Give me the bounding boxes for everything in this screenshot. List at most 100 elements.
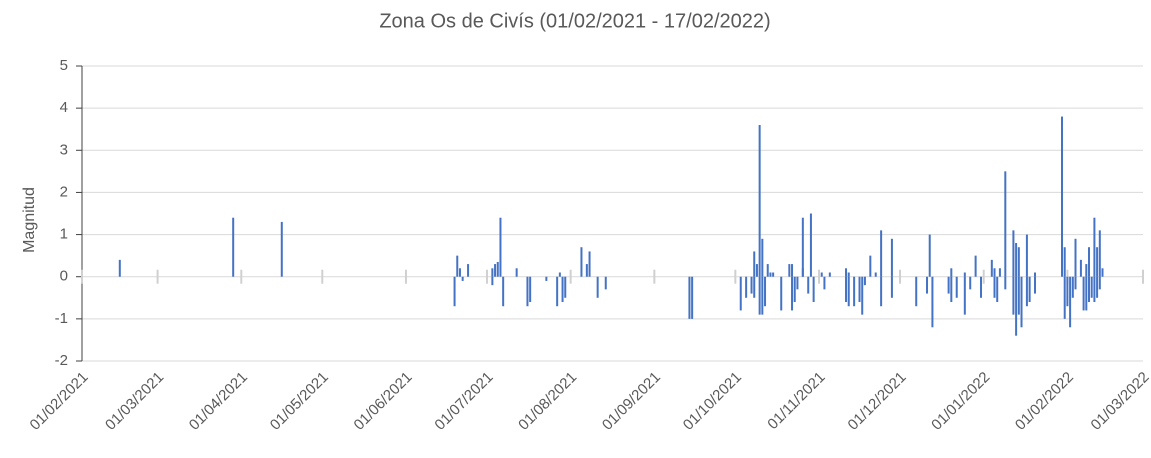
y-axis-label: Magnitud: [21, 187, 38, 253]
bar: [823, 276, 826, 290]
bar: [869, 255, 872, 277]
y-tick-label: 2: [60, 183, 68, 200]
bar: [769, 272, 772, 277]
x-tick-label: 01/02/2021: [27, 369, 92, 434]
x-tick-label: 01/06/2021: [350, 369, 415, 434]
y-tick-label: -1: [55, 310, 68, 327]
bar: [580, 247, 583, 277]
bar: [502, 276, 505, 307]
bar: [496, 261, 499, 277]
bar: [1034, 276, 1037, 294]
bar: [280, 221, 283, 277]
bar: [801, 268, 804, 277]
bar: [761, 238, 764, 277]
bar: [847, 272, 850, 277]
bar: [529, 276, 532, 302]
bar: [1012, 230, 1015, 277]
bar: [828, 272, 831, 277]
bar: [118, 259, 121, 277]
bar: [456, 255, 459, 277]
bar: [558, 272, 561, 277]
x-tick-label: 01/10/2021: [680, 369, 745, 434]
bar: [993, 268, 996, 277]
bar: [745, 276, 748, 298]
bar: [853, 276, 856, 307]
bar: [491, 268, 494, 277]
bar: [820, 272, 823, 277]
bar: [996, 276, 999, 302]
bar: [491, 276, 494, 286]
bar: [494, 264, 497, 277]
bar: [1004, 171, 1007, 277]
bar: [750, 276, 753, 294]
bar: [596, 276, 599, 298]
bar: [1063, 247, 1066, 277]
bar: [755, 264, 758, 277]
bar: [791, 264, 794, 277]
bar: [950, 276, 953, 302]
bar: [807, 276, 810, 294]
bar: [990, 259, 993, 277]
bar: [467, 264, 470, 277]
bar: [758, 276, 761, 315]
bar: [801, 217, 804, 277]
bar: [1098, 276, 1101, 290]
x-tick-label: 01/07/2021: [431, 369, 496, 434]
bar: [545, 276, 548, 281]
bar: [980, 276, 983, 298]
bar: [880, 230, 883, 277]
bar: [809, 213, 812, 277]
bar: [1096, 247, 1099, 277]
x-tick-label: 01/02/2022: [1012, 369, 1077, 434]
x-tick-label: 01/05/2021: [267, 369, 332, 434]
x-tick-label: 01/04/2021: [186, 369, 251, 434]
bar: [1085, 264, 1088, 277]
bar: [688, 276, 691, 319]
bar: [858, 276, 861, 302]
bar: [993, 276, 996, 298]
bar: [845, 268, 848, 277]
bar: [1025, 234, 1028, 277]
bar: [499, 217, 502, 277]
bar: [788, 264, 791, 277]
bar: [1074, 276, 1077, 290]
x-tick-label: 01/11/2021: [764, 369, 828, 433]
bar: [1004, 276, 1007, 290]
y-tick-label: -2: [55, 352, 68, 369]
bar: [1082, 276, 1085, 311]
y-tick-label: 4: [60, 99, 68, 116]
bar: [880, 276, 883, 307]
bar: [998, 268, 1001, 277]
bar: [796, 276, 799, 290]
bar: [861, 276, 864, 315]
bar: [1093, 276, 1096, 302]
bar: [1069, 276, 1072, 328]
x-tick-label: 01/03/2021: [102, 369, 167, 434]
bar: [812, 276, 815, 302]
bar: [1017, 247, 1020, 277]
bar: [564, 276, 567, 298]
bar: [588, 251, 591, 277]
bar: [585, 264, 588, 277]
bar: [1012, 276, 1015, 315]
bar: [793, 276, 796, 302]
bar: [766, 264, 769, 277]
x-tick-label: 01/01/2022: [928, 369, 993, 434]
bar: [950, 268, 953, 277]
chart-title: Zona Os de Civís (01/02/2021 - 17/02/202…: [379, 10, 770, 32]
bar: [461, 276, 464, 281]
bar: [1074, 238, 1077, 277]
bar: [1079, 259, 1082, 277]
bar: [963, 272, 966, 277]
bar: [1061, 116, 1064, 277]
bar: [232, 217, 235, 277]
bar: [764, 276, 767, 307]
y-tick-label: 1: [60, 226, 68, 243]
bar: [1071, 276, 1074, 298]
bar: [791, 276, 794, 311]
bar: [1101, 268, 1104, 277]
bar: [931, 276, 934, 328]
bar: [1088, 247, 1091, 277]
bar: [604, 276, 607, 290]
